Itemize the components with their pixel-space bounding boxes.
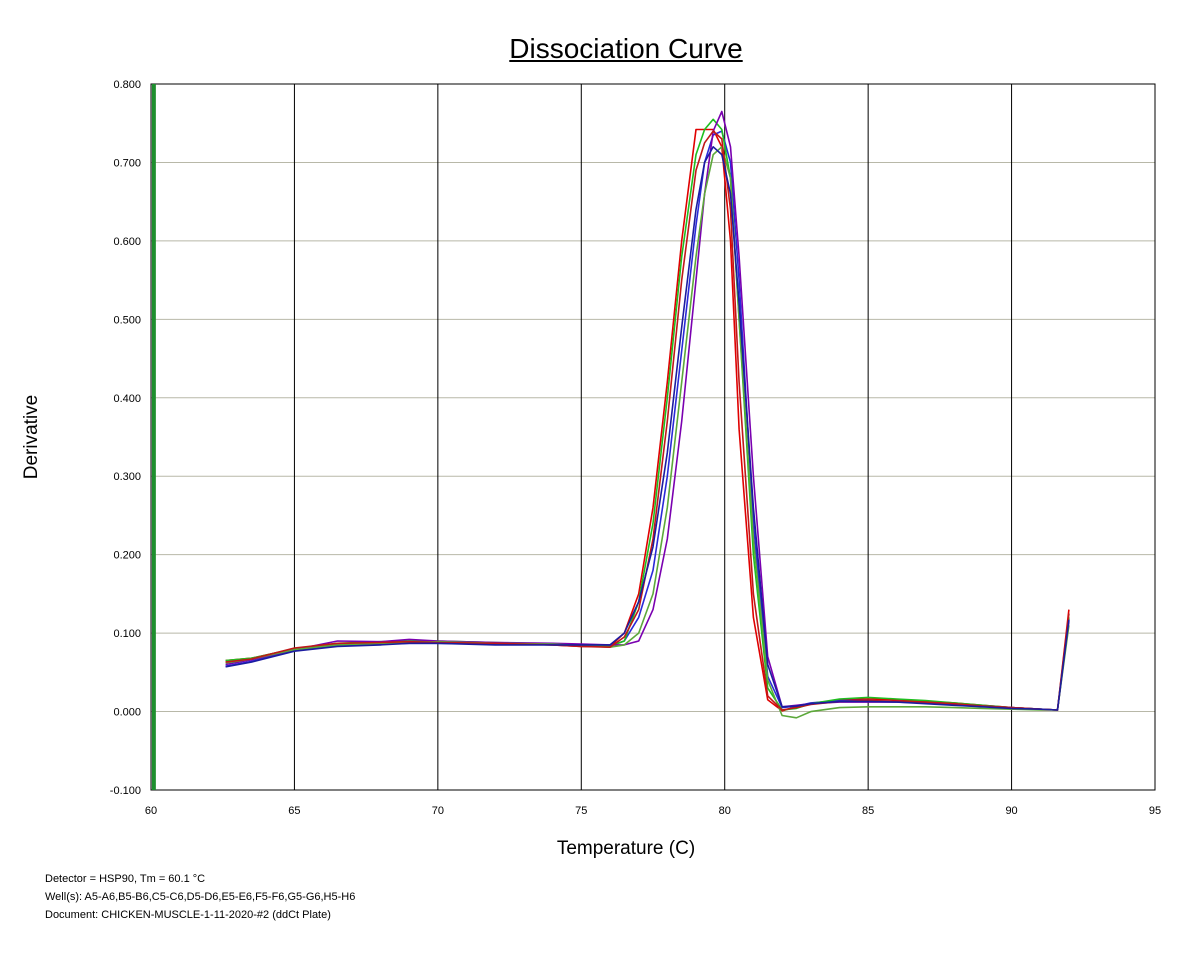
- y-tick-label: 0.000: [113, 707, 141, 719]
- series-line-7: [225, 146, 1070, 711]
- x-tick-label: 95: [1149, 805, 1161, 817]
- footer-document-line: Document: CHICKEN-MUSCLE-1-11-2020-#2 (d…: [45, 909, 331, 921]
- chart-title: Dissociation Curve: [509, 33, 743, 64]
- y-tick-label: 0.500: [113, 314, 141, 326]
- x-tick-label: 90: [1005, 805, 1017, 817]
- y-tick-label: 0.700: [113, 157, 141, 169]
- plot-frame: [150, 83, 1156, 791]
- x-tick-label: 75: [575, 805, 587, 817]
- x-tick-label: 65: [288, 805, 300, 817]
- x-tick-label: 60: [145, 805, 157, 817]
- x-tick-label: 80: [719, 805, 731, 817]
- y-tick-label: 0.400: [113, 393, 141, 405]
- x-tick-label: 70: [432, 805, 444, 817]
- y-tick-label: 0.100: [113, 628, 141, 640]
- x-axis-label: Temperature (C): [556, 838, 696, 859]
- y-tick-label: 0.600: [113, 236, 141, 248]
- y-tick-label: 0.300: [113, 471, 141, 483]
- y-tick-label: 0.200: [113, 550, 141, 562]
- footer-info: Detector = HSP90, Tm = 60.1 °C Well(s): …: [45, 870, 355, 924]
- footer-detector-line: Detector = HSP90, Tm = 60.1 °C: [45, 873, 206, 885]
- x-tick-label: 85: [862, 805, 874, 817]
- y-tick-label: 0.800: [113, 79, 141, 91]
- footer-wells-line: Well(s): A5-A6,B5-B6,C5-C6,D5-D6,E5-E6,F…: [45, 891, 356, 903]
- series-line-5: [225, 146, 1070, 719]
- y-tick-label: -0.100: [110, 785, 141, 797]
- series-line-4: [225, 110, 1070, 711]
